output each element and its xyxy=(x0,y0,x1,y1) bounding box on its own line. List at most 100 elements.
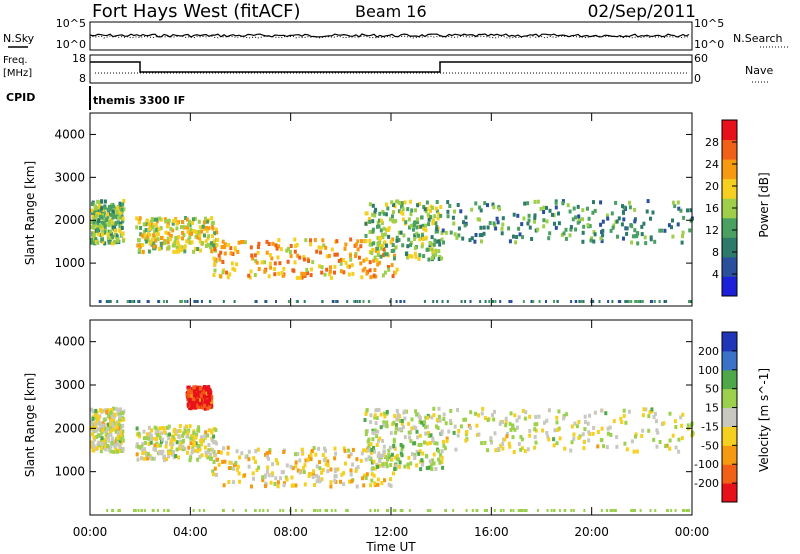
echo-cell xyxy=(213,268,217,273)
echo-cell xyxy=(491,413,494,418)
echo-cell xyxy=(508,239,512,244)
echo-cell xyxy=(194,405,198,410)
echo-cell xyxy=(426,415,430,420)
echo-cell xyxy=(186,402,190,407)
echo-cell xyxy=(282,266,286,271)
echo-cell xyxy=(391,274,395,279)
echo-cell xyxy=(582,446,586,451)
echo-cell xyxy=(420,233,424,238)
echo-cell xyxy=(442,240,445,245)
echo-cell xyxy=(417,443,421,447)
echo-cell xyxy=(247,449,251,454)
echo-cell xyxy=(582,440,586,445)
echo-cell xyxy=(453,209,456,214)
echo-cell xyxy=(417,233,420,238)
echo-cell xyxy=(424,223,428,228)
echo-cell xyxy=(329,480,333,485)
echo-cell xyxy=(180,247,184,252)
echo-cell xyxy=(315,464,319,469)
echo-cell xyxy=(111,222,115,227)
echo-cell xyxy=(289,244,293,248)
echo-cell xyxy=(376,454,380,459)
echo-cell xyxy=(223,243,227,248)
echo-cell xyxy=(665,300,668,303)
echo-cell xyxy=(496,220,500,225)
echo-cell xyxy=(670,509,673,512)
echo-cell xyxy=(439,453,443,457)
echo-cell xyxy=(645,209,649,214)
echo-cell xyxy=(143,456,146,461)
echo-cell xyxy=(615,444,619,449)
echo-cell xyxy=(534,440,538,445)
echo-cell xyxy=(140,444,144,449)
echo-cell xyxy=(360,239,363,244)
echo-cell xyxy=(158,432,161,437)
echo-cell xyxy=(202,226,206,231)
echo-cell xyxy=(396,427,400,432)
echo-cell xyxy=(343,246,347,251)
echo-cell xyxy=(95,428,98,433)
echo-cell xyxy=(342,270,346,275)
echo-cell xyxy=(184,216,188,220)
echo-cell xyxy=(317,245,321,250)
echo-cell xyxy=(399,443,403,447)
echo-cell xyxy=(155,437,158,441)
echo-cell xyxy=(202,394,206,399)
echo-cell xyxy=(235,449,239,454)
echo-cell xyxy=(108,207,112,212)
echo-cell xyxy=(381,453,385,458)
echo-cell xyxy=(106,509,109,512)
echo-cell xyxy=(492,417,496,422)
echo-cell xyxy=(413,455,417,460)
echo-cell xyxy=(389,300,392,303)
echo-cell xyxy=(96,221,100,226)
echo-cell xyxy=(93,429,97,434)
echo-cell xyxy=(375,258,379,263)
echo-cell xyxy=(322,243,326,248)
colorbar-segment xyxy=(722,120,737,141)
echo-cell xyxy=(223,459,227,464)
echo-cell xyxy=(269,480,273,485)
echo-cell xyxy=(193,441,196,446)
echo-cell xyxy=(408,225,411,230)
echo-cell xyxy=(462,417,466,422)
echo-cell xyxy=(90,420,94,424)
echo-cell xyxy=(420,215,424,220)
echo-cell xyxy=(191,396,195,401)
echo-cell xyxy=(359,244,363,249)
echo-cell xyxy=(676,222,680,227)
echo-cell xyxy=(248,275,252,280)
echo-cell xyxy=(538,300,541,303)
echo-cell xyxy=(300,447,304,452)
echo-cell xyxy=(377,260,381,265)
echo-cell xyxy=(158,443,162,448)
echo-cell xyxy=(304,238,308,243)
echo-cell xyxy=(688,228,692,233)
echo-cell xyxy=(261,475,265,480)
echo-cell xyxy=(315,249,319,254)
echo-cell xyxy=(557,409,561,414)
echo-cell xyxy=(400,201,404,206)
echo-cell xyxy=(166,509,169,512)
echo-cell xyxy=(321,300,324,303)
echo-cell xyxy=(99,449,103,454)
echo-cell xyxy=(324,245,328,250)
echo-cell xyxy=(464,438,468,443)
echo-cell xyxy=(554,205,558,210)
echo-cell xyxy=(364,411,368,416)
echo-cell xyxy=(520,222,524,227)
echo-cell xyxy=(536,227,540,232)
echo-cell xyxy=(509,509,512,512)
echo-cell xyxy=(415,225,419,230)
echo-cell xyxy=(190,399,194,404)
echo-cell xyxy=(564,227,568,232)
colorbar-tick-label: 24 xyxy=(705,158,719,171)
echo-cell xyxy=(541,428,545,433)
echo-cell xyxy=(303,272,306,277)
echo-cell xyxy=(414,208,417,213)
echo-cell xyxy=(139,226,143,230)
echo-cell xyxy=(418,237,422,242)
echo-cell xyxy=(431,251,435,256)
echo-cell xyxy=(497,446,501,451)
echo-cell xyxy=(335,239,339,244)
